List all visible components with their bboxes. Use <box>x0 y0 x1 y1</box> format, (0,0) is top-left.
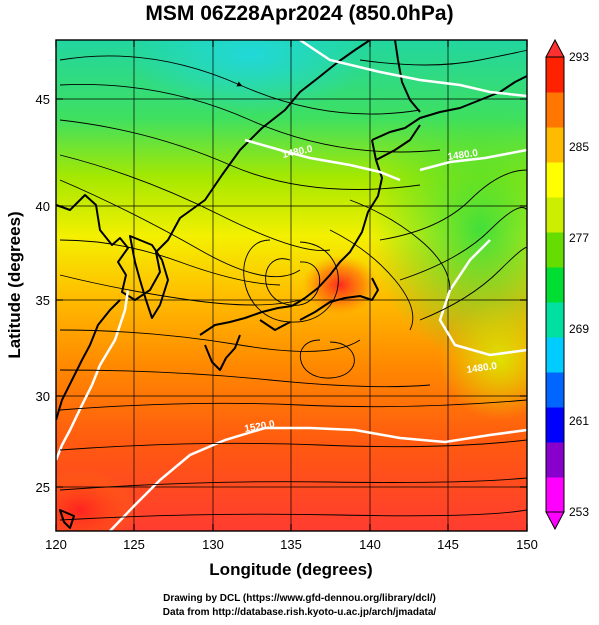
colorbar-segment <box>546 162 564 198</box>
credit-data: Data from http://database.rish.kyoto-u.a… <box>162 607 437 618</box>
contour-label: 1480.0 <box>466 361 498 376</box>
y-tick-label: 35 <box>36 293 50 308</box>
colorbar-tick-label: 293 <box>569 50 589 64</box>
colorbar-segment <box>546 232 564 268</box>
colorbar-tick-label: 277 <box>569 231 589 245</box>
y-tick-label: 40 <box>36 199 50 214</box>
colorbar-segment <box>546 407 564 443</box>
contour-label: 1480.0 <box>447 148 479 163</box>
colorbar-tick-label: 285 <box>569 140 589 154</box>
streamlines <box>59 49 527 521</box>
colorbar-segment <box>546 57 564 93</box>
x-tick-label: 125 <box>123 537 145 552</box>
y-tick-label: 25 <box>36 480 50 495</box>
x-tick-label: 150 <box>516 537 538 552</box>
x-axis-label: Longitude (degrees) <box>209 560 372 579</box>
x-tick-label: 135 <box>280 537 302 552</box>
colorbar-segment <box>546 372 564 408</box>
colorbar-segment <box>546 302 564 338</box>
map-title: MSM 06Z28Apr2024 (850.0hPa) <box>145 2 454 25</box>
colorbar-frame <box>545 56 565 513</box>
colorbar-tick-label: 269 <box>569 322 589 336</box>
y-tick-labels: 25 30 35 40 45 <box>36 92 50 495</box>
colorbar-top-arrow <box>545 38 565 58</box>
colorbar-segment <box>546 92 564 128</box>
colorbar-segment <box>546 337 564 373</box>
grid <box>56 40 527 531</box>
colorbar-segment <box>546 197 564 233</box>
x-tick-labels: 120 125 130 135 140 145 150 <box>45 537 538 552</box>
colorbar: 293 285 277 269 261 253 <box>545 38 589 531</box>
colorbar-tick-label: 253 <box>569 505 589 519</box>
colorbar-segment <box>546 442 564 478</box>
x-tick-label: 145 <box>437 537 459 552</box>
colorbar-segment <box>546 267 564 303</box>
x-tick-label: 120 <box>45 537 67 552</box>
temperature-field <box>56 40 527 531</box>
colorbar-bottom-arrow <box>545 511 565 531</box>
y-axis-label: Latitude (degrees) <box>5 211 24 358</box>
colorbar-segment <box>546 127 564 163</box>
x-tick-label: 130 <box>202 537 224 552</box>
x-tick-label: 140 <box>359 537 381 552</box>
y-tick-label: 30 <box>36 389 50 404</box>
contour-label: 1520.0 <box>244 419 276 435</box>
credit-drawing: Drawing by DCL (https://www.gfd-dennou.o… <box>163 593 436 604</box>
axis-ticks <box>55 40 528 531</box>
coastlines <box>56 40 527 529</box>
colorbar-segment <box>546 477 564 513</box>
colorbar-tick-label: 261 <box>569 414 589 428</box>
colorbar-segments <box>546 57 564 513</box>
y-tick-label: 45 <box>36 92 50 107</box>
